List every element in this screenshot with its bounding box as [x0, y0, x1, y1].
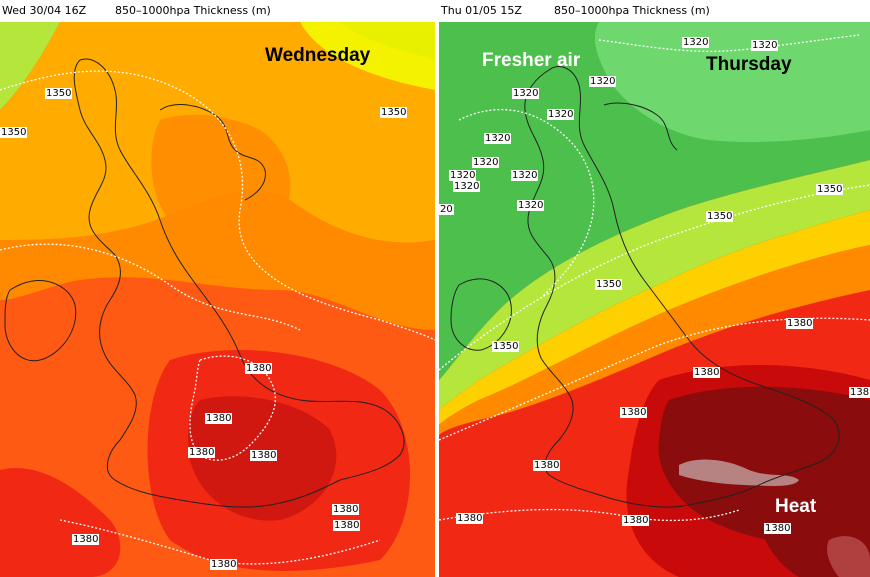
- thickness-map-thursday: [439, 0, 870, 577]
- contour-label: 1380: [250, 450, 278, 461]
- panel-header: Wed 30/04 16Z 850–1000hpa Thickness (m): [0, 0, 435, 22]
- contour-label: 1380: [622, 515, 650, 526]
- contour-label: 1350: [45, 88, 73, 99]
- contour-label: 1350: [595, 279, 623, 290]
- forecast-time: Thu 01/05 15Z: [441, 4, 522, 17]
- contour-label: 1320: [511, 170, 539, 181]
- thickness-map-wednesday: [0, 0, 435, 577]
- contour-label: 1320: [589, 76, 617, 87]
- contour-label: 1380: [693, 367, 721, 378]
- contour-label: 1380: [786, 318, 814, 329]
- contour-label: 1350: [816, 184, 844, 195]
- contour-label: 1320: [547, 109, 575, 120]
- contour-label: 1320: [751, 40, 779, 51]
- contour-label: 1320: [449, 170, 477, 181]
- contour-label: 1350: [706, 211, 734, 222]
- contour-label: 1380: [620, 407, 648, 418]
- panel-header: Thu 01/05 15Z 850–1000hpa Thickness (m): [439, 0, 870, 22]
- contour-label: 1320: [484, 133, 512, 144]
- contour-label: 1320: [517, 200, 545, 211]
- contour-label: 1380: [333, 520, 361, 531]
- field-name: 850–1000hpa Thickness (m): [554, 4, 710, 17]
- contour-label: 1380: [205, 413, 233, 424]
- contour-label: 1380: [764, 523, 792, 534]
- map-panel-thursday: Thu 01/05 15Z 850–1000hpa Thickness (m) …: [439, 0, 870, 577]
- heat-label: Heat: [775, 496, 817, 517]
- contour-label: 1380: [188, 447, 216, 458]
- contour-label: 1320: [682, 37, 710, 48]
- contour-label: 1350: [492, 341, 520, 352]
- contour-label: 1380: [533, 460, 561, 471]
- contour-label: 1380: [72, 534, 100, 545]
- contour-label: 1320: [472, 157, 500, 168]
- contour-label: 1320: [512, 88, 540, 99]
- day-label: Thursday: [706, 54, 792, 75]
- map-panel-wednesday: Wed 30/04 16Z 850–1000hpa Thickness (m) …: [0, 0, 435, 577]
- contour-label: 1320: [453, 181, 481, 192]
- panel-divider: [435, 0, 439, 577]
- day-label: Wednesday: [265, 45, 371, 66]
- contour-label: 1350: [380, 107, 408, 118]
- forecast-time: Wed 30/04 16Z: [2, 4, 87, 17]
- contour-label: 1350: [0, 127, 28, 138]
- contour-label: 1380: [210, 559, 238, 570]
- contour-label: 1380: [456, 513, 484, 524]
- contour-label: 20: [439, 204, 454, 215]
- contour-label: 1380: [332, 504, 360, 515]
- contour-label: 1380: [245, 363, 273, 374]
- fresher-air-label: Fresher air: [482, 50, 581, 71]
- field-name: 850–1000hpa Thickness (m): [115, 4, 271, 17]
- contour-label: 138: [849, 387, 870, 398]
